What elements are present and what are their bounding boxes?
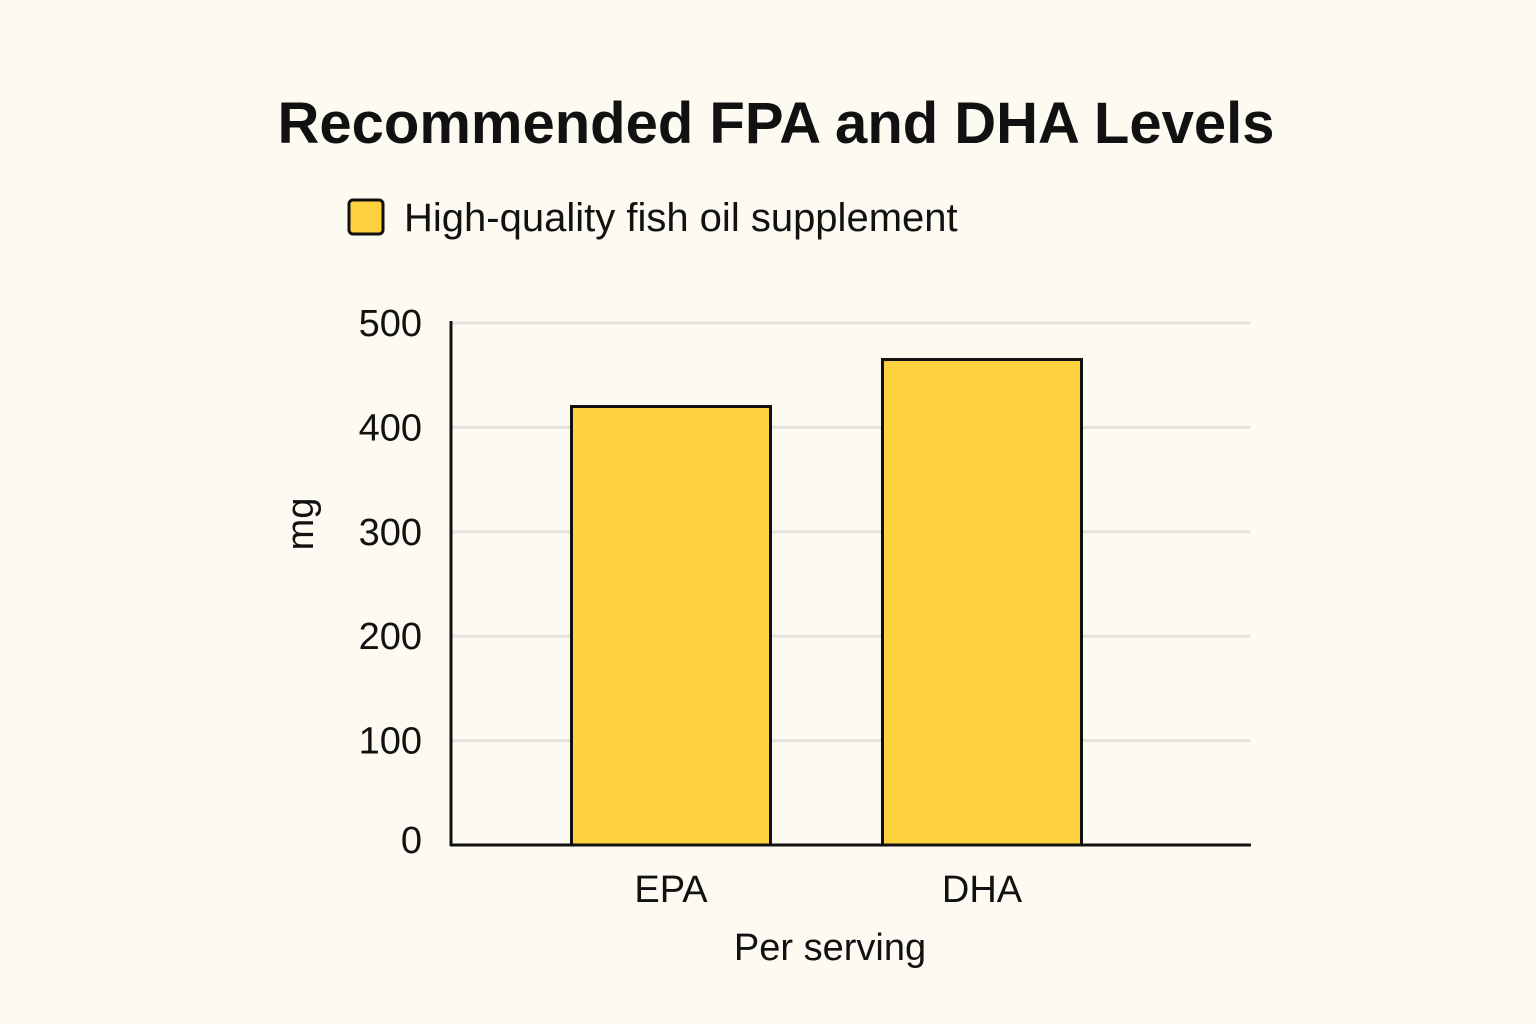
- legend-label: High-quality fish oil supplement: [404, 196, 958, 240]
- x-tick-label: EPA: [634, 869, 708, 911]
- y-tick-label: 300: [359, 512, 422, 554]
- x-axis-label: Per serving: [734, 927, 926, 969]
- y-tick-label: 200: [359, 616, 422, 658]
- bars: [570, 358, 1083, 847]
- y-axis-label: mg: [280, 498, 322, 551]
- y-tick-label: 500: [359, 303, 422, 345]
- y-tick-label: 0: [401, 820, 422, 862]
- y-tick-labels: 0 100 200 300 400 500: [359, 303, 422, 862]
- bar-dha: [881, 358, 1083, 847]
- y-tick-label: 400: [359, 407, 422, 449]
- x-tick-labels: EPA DHA: [634, 869, 1022, 911]
- chart-title: Recommended FPA and DHA Levels: [278, 91, 1275, 156]
- legend: High-quality fish oil supplement: [347, 196, 958, 240]
- bar-epa: [570, 405, 772, 847]
- x-tick-label: DHA: [942, 869, 1023, 911]
- y-tick-label: 100: [359, 721, 422, 763]
- legend-swatch: [347, 198, 385, 236]
